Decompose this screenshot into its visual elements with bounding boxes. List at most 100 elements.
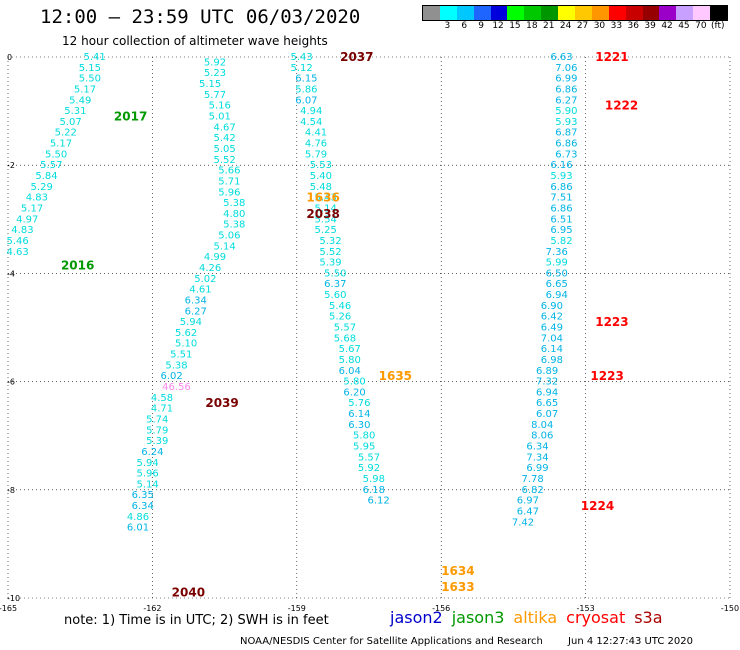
swh-value: 6.51: [550, 214, 572, 225]
swh-value: 4.83: [11, 225, 33, 236]
swh-value: 6.87: [555, 128, 577, 139]
pass-time-label: 2017: [114, 110, 147, 124]
legend-swatch: [625, 6, 643, 20]
swh-value: 5.48: [310, 182, 332, 193]
swh-value: 5.15: [199, 79, 221, 90]
swh-value: 5.05: [213, 144, 235, 155]
swh-value: 4.58: [151, 393, 173, 404]
swh-value: 6.35: [132, 490, 154, 501]
satellite-legend-cryosat: cryosat: [566, 608, 626, 627]
legend-swatch: [591, 6, 609, 20]
swh-value: 5.52: [319, 247, 341, 258]
swh-value: 7.42: [512, 517, 534, 528]
swh-value: 5.32: [319, 236, 341, 247]
swh-value: 5.66: [218, 166, 240, 177]
swh-value: 5.96: [136, 469, 158, 480]
swh-value: 5.99: [546, 258, 568, 269]
swh-value: 6.24: [141, 447, 163, 458]
pass-time-label: 2039: [205, 396, 238, 410]
swh-value: 6.30: [348, 420, 370, 431]
swh-value: 5.50: [45, 149, 67, 160]
satellite-legend-altika: altika: [513, 608, 558, 627]
swh-value: 5.49: [69, 95, 91, 106]
swh-value: 5.38: [223, 220, 245, 231]
swh-value: 5.12: [290, 63, 312, 74]
swh-value: 6.01: [127, 523, 149, 534]
swh-value: 5.15: [79, 63, 101, 74]
legend-swatch: [507, 6, 525, 20]
swh-value: 6.18: [363, 485, 385, 496]
satellite-legend-s3a: s3a: [634, 608, 663, 627]
swh-value: 6.15: [295, 74, 317, 85]
legend-swatch: [456, 6, 474, 20]
swh-value: 5.38: [165, 360, 187, 371]
swh-value: 6.98: [541, 355, 563, 366]
legend-swatch: [642, 6, 660, 20]
swh-value: 5.93: [555, 117, 577, 128]
color-scale-legend: [422, 5, 729, 21]
legend-label: 30: [593, 21, 606, 31]
swh-value: 4.97: [16, 214, 38, 225]
swh-value: 5.79: [305, 149, 327, 160]
swh-value: 4.26: [199, 263, 221, 274]
pass-time-label: 1221: [595, 50, 628, 64]
y-tick-label: -8: [7, 486, 15, 495]
pass-time-label: 1633: [441, 580, 474, 594]
legend-label: 3: [444, 21, 451, 31]
swh-value: 4.80: [223, 209, 245, 220]
swh-value: 5.92: [204, 57, 226, 68]
legend-swatch: [490, 6, 508, 20]
swh-value: 6.94: [536, 387, 558, 398]
satellite-legend-jason2: jason2: [390, 608, 443, 627]
swh-value: 5.07: [59, 117, 81, 128]
swh-value: 5.50: [324, 268, 346, 279]
y-tick-label: -6: [7, 378, 15, 387]
swh-value: 5.17: [50, 139, 72, 150]
swh-value: 5.57: [358, 452, 380, 463]
swh-value: 5.80: [339, 355, 361, 366]
x-tick-label: -159: [288, 604, 306, 613]
x-tick-label: -150: [721, 604, 739, 613]
legend-label: 42: [661, 21, 673, 31]
swh-value: 4.83: [26, 193, 48, 204]
swh-value: 5.74: [146, 414, 168, 425]
swh-value: 6.37: [324, 279, 346, 290]
swh-value: 7.04: [541, 333, 563, 344]
swh-value: 4.76: [305, 139, 327, 150]
swh-value: 4.99: [204, 252, 226, 263]
x-tick-label: -165: [0, 604, 17, 613]
swh-value: 5.50: [79, 74, 101, 85]
swh-value: 4.61: [189, 285, 211, 296]
swh-value: 8.06: [531, 431, 553, 442]
swh-value: 5.93: [550, 171, 572, 182]
color-scale-labels: 3 6 9 12 15 18 21 24 27 30 33 36 39 42 45 70 (ft): [422, 21, 728, 33]
footer-note: note: 1) Time is in UTC; 2) SWH is in fe…: [64, 613, 329, 628]
pass-time-label: 1223: [590, 369, 623, 383]
swh-value: 5.84: [35, 171, 57, 182]
swh-value: 6.50: [546, 268, 568, 279]
pass-time-label: 1222: [605, 99, 638, 113]
swh-value: 6.02: [161, 371, 183, 382]
legend-label: 12: [492, 21, 504, 31]
swh-value: 6.14: [348, 409, 370, 420]
swh-value: 6.20: [343, 387, 365, 398]
y-tick-label: -4: [7, 269, 15, 278]
swh-value: 5.10: [175, 339, 197, 350]
swh-value: 5.52: [213, 155, 235, 166]
swh-value: 6.73: [555, 149, 577, 160]
swh-value: 5.67: [339, 344, 361, 355]
x-tick-label: -153: [577, 604, 595, 613]
swh-value: 4.54: [300, 117, 322, 128]
swh-value: 5.53: [310, 160, 332, 171]
swh-value: 5.98: [363, 474, 385, 485]
swh-value: 6.89: [536, 366, 558, 377]
swh-value: 6.04: [339, 366, 361, 377]
swh-value: 5.26: [329, 312, 351, 323]
legend-label: 9: [478, 21, 485, 31]
swh-value: 5.90: [555, 106, 577, 117]
swh-value: 6.34: [185, 295, 207, 306]
swh-value: 5.22: [55, 128, 77, 139]
swh-value: 5.25: [315, 225, 337, 236]
swh-value: 5.94: [136, 458, 158, 469]
generated-timestamp: Jun 4 12:27:43 UTC 2020: [568, 636, 693, 647]
